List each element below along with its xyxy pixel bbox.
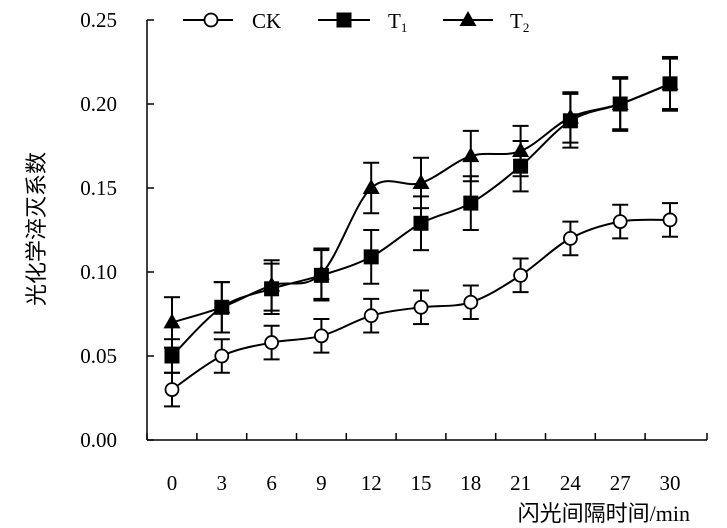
y-tick-label: 0.10 — [80, 260, 117, 284]
x-tick-label: 24 — [560, 471, 582, 495]
data-point-CK — [513, 267, 528, 283]
x-tick-label: 12 — [361, 471, 382, 495]
data-point-T1 — [562, 113, 578, 129]
data-point-T1 — [264, 281, 280, 297]
x-tick-label: 21 — [510, 471, 531, 495]
legend-marker-T1 — [336, 12, 352, 28]
legend: CK T1 T2 — [183, 9, 529, 35]
data-point-T1 — [612, 96, 628, 112]
x-tick-label: 18 — [460, 471, 481, 495]
y-tick-label: 0.15 — [80, 176, 117, 200]
x-tick-label: 9 — [316, 471, 327, 495]
legend-item-CK: CK — [183, 9, 281, 33]
data-point-CK — [413, 299, 429, 315]
data-point-T1 — [313, 267, 329, 283]
y-tick-label: 0.25 — [80, 8, 117, 32]
data-point-CK — [463, 294, 479, 310]
data-point-T2 — [412, 173, 430, 189]
data-point-T1 — [463, 195, 479, 211]
data-point-T1 — [662, 76, 678, 92]
data-point-CK — [313, 328, 329, 344]
x-tick-label: 15 — [411, 471, 432, 495]
axes: 0.00 0.05 0.10 0.15 0.20 0.25 0 3 6 9 12 15 18 21 24 27… — [80, 8, 708, 495]
legend-item-T2: T2 — [443, 9, 529, 35]
data-point-CK — [164, 382, 180, 398]
data-point-T1 — [513, 158, 529, 174]
legend-label-T1: T1 — [388, 9, 407, 35]
legend-marker-CK — [203, 12, 219, 28]
y-tick-label: 0.00 — [80, 428, 117, 452]
data-point-T2 — [462, 147, 480, 163]
data-point-CK — [214, 348, 230, 364]
data-point-T1 — [413, 215, 429, 231]
x-tick-label: 30 — [660, 471, 681, 495]
legend-marker-T2 — [459, 11, 477, 26]
legend-label-T2: T2 — [510, 9, 529, 35]
series-T1 — [164, 55, 678, 374]
data-point-T1 — [164, 348, 180, 364]
x-axis-label: 闪光间隔时间/min — [518, 501, 690, 526]
y-tick-label: 0.20 — [80, 92, 117, 116]
x-tick-label: 0 — [167, 471, 178, 495]
data-point-T2 — [362, 179, 380, 194]
data-point-T1 — [363, 249, 379, 265]
data-point-CK — [563, 230, 578, 246]
y-axis-label: 光化学淬灭系数 — [24, 152, 49, 306]
legend-item-T1: T1 — [318, 9, 407, 35]
y-tick-label: 0.05 — [80, 344, 117, 368]
data-point-T1 — [214, 299, 230, 315]
data-point-T2 — [163, 313, 181, 329]
x-tick-label: 3 — [217, 471, 228, 495]
series-layer — [163, 55, 679, 408]
data-point-CK — [264, 335, 280, 350]
data-point-CK — [363, 308, 379, 324]
series-CK — [164, 202, 678, 408]
x-tick-label: 27 — [610, 471, 631, 495]
data-point-CK — [662, 212, 678, 228]
legend-label-CK: CK — [252, 9, 281, 33]
x-tick-label: 6 — [266, 471, 277, 495]
data-point-CK — [612, 214, 628, 230]
